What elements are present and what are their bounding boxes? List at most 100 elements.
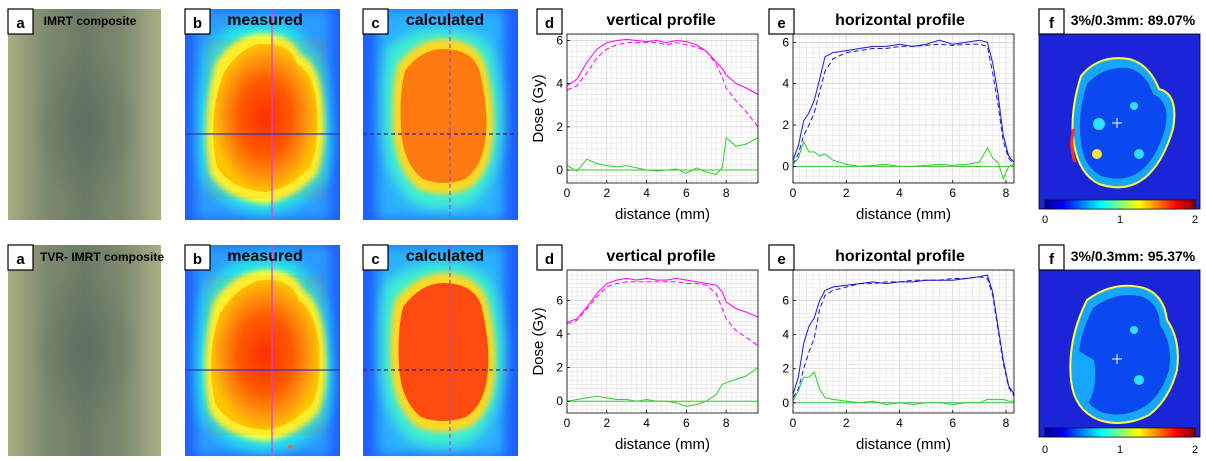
series-line (792, 276, 1015, 398)
colorbar: 0 1 2 (1042, 199, 1198, 226)
y-axis-label: Dose (Gy) (530, 307, 547, 375)
x-tick-label: 8 (723, 186, 730, 200)
panel-f-gamma-map: f 3%/0.3mm: 89.07% 0 1 2 (1038, 8, 1201, 226)
x-tick-label: 4 (643, 186, 650, 200)
colorbar-tick: 1 (1117, 444, 1123, 456)
x-tick-label: 4 (643, 416, 650, 430)
panel-letter-box (536, 8, 563, 35)
series-line (792, 43, 1015, 165)
panel-f-gamma-map: f 3%/0.3mm: 95.37% 0 1 2 (1038, 244, 1201, 456)
panel-letter: f (1049, 15, 1055, 32)
plot-area (567, 270, 758, 413)
x-tick-label: 0 (564, 186, 571, 200)
series-line (566, 42, 759, 128)
y-tick-label: 6 (556, 293, 563, 307)
x-tick-label: 2 (603, 186, 610, 200)
panel-c-calculated: c calculated (362, 244, 518, 456)
panel-letter-box (184, 244, 211, 271)
y-tick-label: 0 (556, 394, 563, 408)
series-line (566, 277, 759, 323)
panel-letter-box (1038, 244, 1065, 271)
panel-letter-box (184, 8, 211, 35)
x-tick-label: 6 (949, 416, 956, 430)
panel-letter-box (536, 244, 563, 271)
colorbar: 0 1 2 (1042, 427, 1198, 456)
axes-box (792, 33, 1015, 184)
panel-letter: a (16, 251, 25, 268)
y-tick-label: 0 (556, 163, 563, 177)
panel-letter: e (777, 251, 785, 268)
y-axis-label: Dose (Gy) (530, 74, 547, 142)
colorbar-tick: 2 (1192, 214, 1198, 226)
panel-title: 3%/0.3mm: 89.07% (1071, 12, 1196, 28)
plot-area (567, 34, 758, 183)
panel-title: IMRT composite (44, 14, 137, 28)
horizontal-profile-plot: 0 2 4 6 8 0 2 4 6 distance (mm) (782, 33, 1015, 223)
x-tick-label: 0 (564, 416, 571, 430)
axes-box (792, 269, 1015, 414)
y-tick-label: 2 (782, 362, 789, 376)
y-tick-label: 4 (782, 328, 789, 342)
x-tick-label: 2 (843, 416, 850, 430)
panel-letter-box (362, 244, 389, 271)
series-line (792, 39, 1015, 163)
panel-letter: e (777, 15, 785, 32)
axes-box (566, 33, 759, 184)
panel-title: TVR- IMRT composite (40, 250, 164, 264)
panel-letter-box (1038, 8, 1065, 35)
y-tick-label: 6 (782, 294, 789, 308)
x-axis-label: distance (mm) (856, 206, 951, 223)
y-tick-label: 2 (782, 118, 789, 132)
x-axis-label: distance (mm) (615, 436, 710, 453)
x-tick-label: 6 (683, 416, 690, 430)
panel-title: 3%/0.3mm: 95.37% (1071, 248, 1196, 264)
row-2: a TVR- IMRT composite b measured (7, 244, 1201, 456)
plot-area (793, 270, 1014, 413)
panel-e-horizontal-profile: 0 2 4 6 8 0 2 4 6 distance (mm) e horizontal prof… (768, 244, 1015, 453)
y-tick-label: 2 (556, 120, 563, 134)
panel-letter-box (768, 244, 795, 271)
colorbar-tick: 0 (1042, 214, 1048, 226)
colorbar-tick: 0 (1042, 444, 1048, 456)
panel-letter: d (545, 251, 554, 268)
panel-b-measured: b measured (184, 8, 340, 220)
panel-title: measured (227, 248, 303, 265)
panel-title: vertical profile (606, 248, 715, 265)
panel-letter: a (16, 15, 25, 32)
x-tick-label: 0 (790, 186, 797, 200)
row-1: a IMRT composite b measured (7, 8, 1201, 226)
panel-letter: c (371, 15, 379, 32)
panel-letter-box (7, 8, 34, 35)
panel-letter: b (193, 251, 202, 268)
series-line (566, 281, 759, 347)
panel-letter: f (1049, 251, 1055, 268)
colorbar-tick: 1 (1117, 214, 1123, 226)
y-tick-label: 4 (556, 77, 563, 91)
panel-title: measured (227, 12, 303, 29)
y-tick-label: 6 (556, 33, 563, 47)
panel-letter: b (193, 15, 202, 32)
x-tick-label: 2 (603, 416, 610, 430)
horizontal-profile-plot: 0 2 4 6 8 0 2 4 6 distance (mm) (782, 269, 1015, 453)
x-axis-label: distance (mm) (615, 206, 710, 223)
panel-c-calculated: c calculated (362, 8, 518, 220)
panel-d-vertical-profile: 0 2 4 6 8 0 2 4 6 distance (mm) Dose (Gy) d vertic… (530, 244, 759, 453)
panel-title: horizontal profile (835, 248, 965, 265)
y-tick-label: 0 (782, 396, 789, 410)
colorbar-tick: 2 (1192, 444, 1198, 456)
y-tick-label: 6 (782, 35, 789, 49)
y-tick-label: 0 (782, 159, 789, 173)
panel-title: calculated (406, 248, 484, 265)
panel-title: horizontal profile (835, 12, 965, 29)
vertical-profile-plot: 0 2 4 6 8 0 2 4 6 distance (mm) Dose (Gy) (530, 269, 759, 453)
panel-letter: d (545, 15, 554, 32)
panel-letter: c (371, 251, 379, 268)
x-tick-label: 8 (1003, 186, 1010, 200)
panel-letter-box (7, 244, 34, 271)
y-tick-label: 4 (782, 77, 789, 91)
panel-d-vertical-profile: 0 2 4 6 8 0 2 4 6 distance (mm) Dose (Gy) d vertic… (530, 8, 759, 223)
panel-letter-box (768, 8, 795, 35)
x-tick-label: 6 (683, 186, 690, 200)
panel-a-film: a TVR- IMRT composite (7, 244, 164, 456)
